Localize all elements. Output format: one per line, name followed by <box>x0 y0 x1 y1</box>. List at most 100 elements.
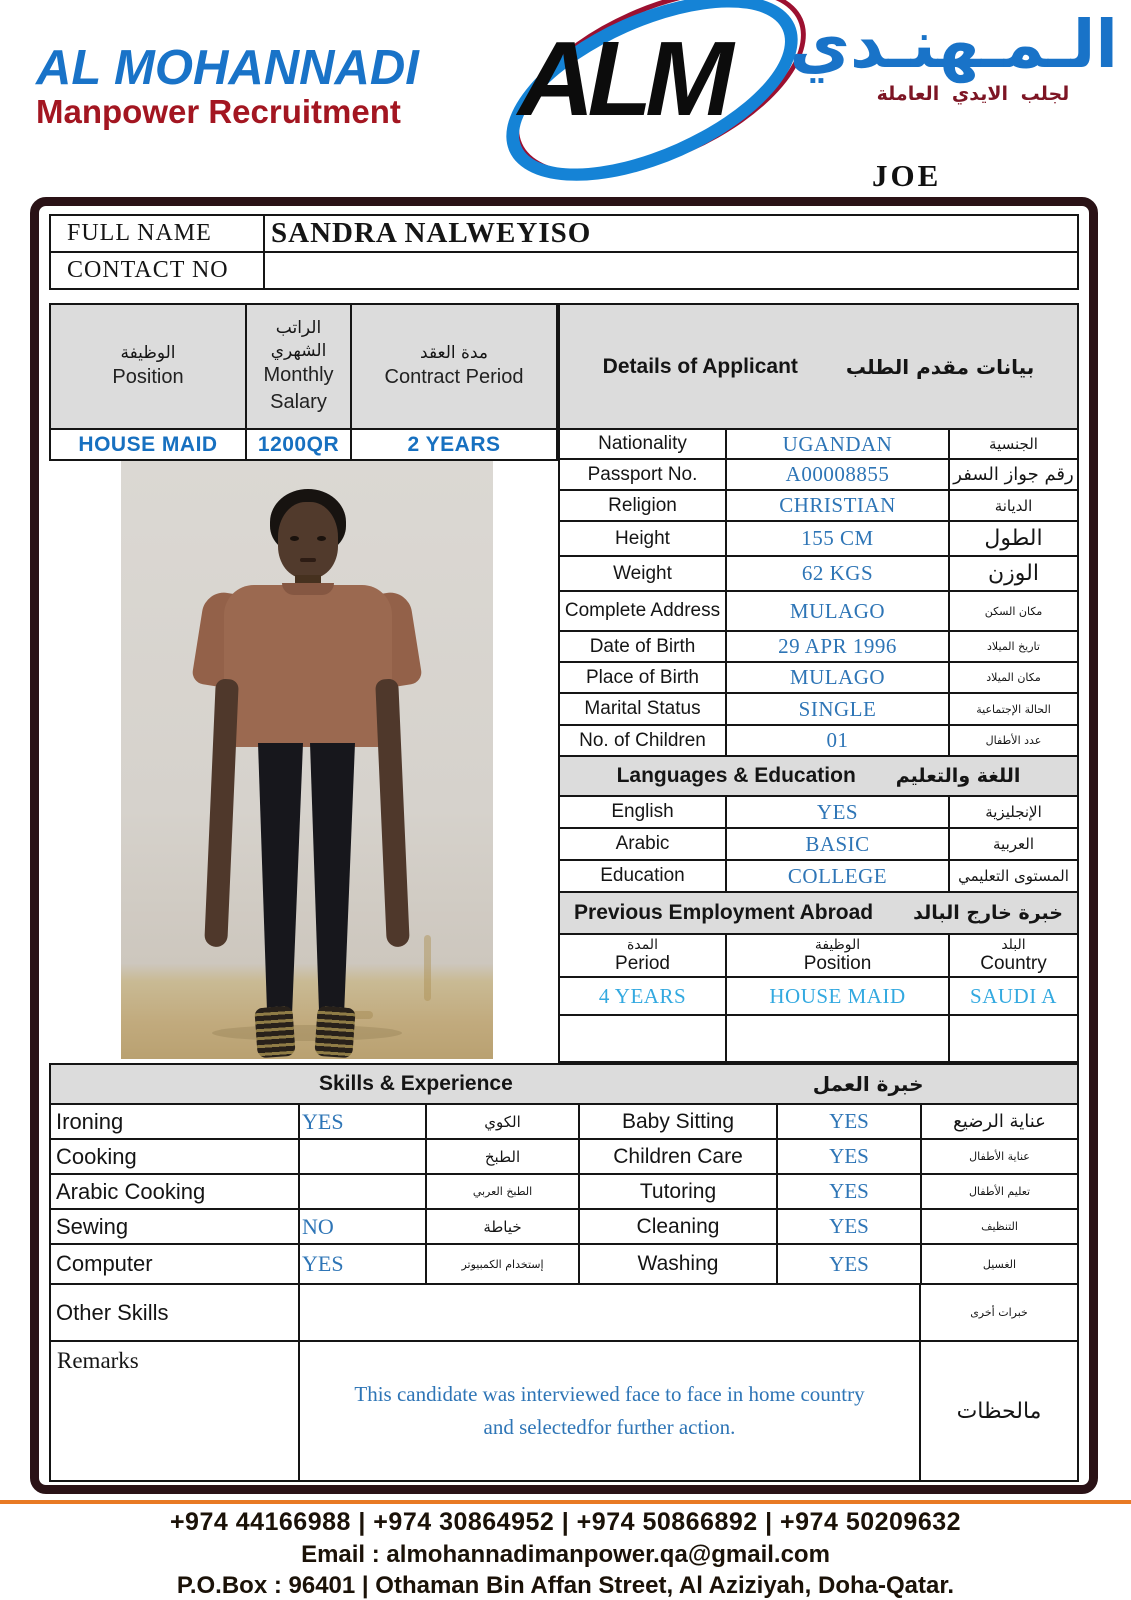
skill-label: Ironing <box>51 1105 300 1138</box>
offer-header: الوظيفة Position الراتب الشهري Monthly S… <box>49 303 558 430</box>
alm-logo: ALM <box>479 0 834 220</box>
education-label-ar: المستوى التعليمي <box>958 867 1069 885</box>
position-col-label-ar: الوظيفة <box>814 936 861 953</box>
detail-value: UGANDAN <box>727 430 950 458</box>
contract-value: 2 YEARS <box>407 432 501 456</box>
employment-col-country: البلد Country <box>950 935 1077 976</box>
remarks-text: This candidate was interviewed face to f… <box>300 1342 921 1480</box>
employment-columns-row: المدة Period الوظيفة Position البلد Coun… <box>560 935 1077 978</box>
position-label-en: Position <box>112 366 184 389</box>
detail-label: No. of Children <box>560 726 727 755</box>
position-value: HOUSE MAID <box>51 430 247 459</box>
skill-label-ar: التنظيف <box>981 1220 1018 1233</box>
skill-label-ar: الطبخ العربي <box>427 1175 580 1208</box>
employment-position-value: HOUSE MAID <box>727 978 950 1014</box>
skill-value: NO <box>300 1210 427 1243</box>
detail-value: CHRISTIAN <box>727 491 950 520</box>
skill-label-ar: إستخدام الكمبيوتر <box>427 1245 580 1283</box>
detail-row-nationality: Nationality UGANDAN الجنسية <box>560 430 1077 460</box>
skill-label: Cleaning <box>580 1210 778 1243</box>
cv-sheet: FULL NAME SANDRA NALWEYISO CONTACT NO ال… <box>30 197 1098 1494</box>
person-mouth <box>300 558 316 562</box>
detail-row-passport: Passport No. A00008855 رقم جواز السفر <box>560 460 1077 491</box>
skill-label: Washing <box>580 1245 778 1283</box>
languages-header: Languages & Education اللغة والتعليم <box>560 757 1077 797</box>
detail-label-ar: الحالة الإجتماعية <box>976 702 1051 716</box>
employment-row-empty <box>560 1016 1077 1061</box>
language-row-english: English YES الإنجليزية <box>560 797 1077 829</box>
remarks-label-ar: مالحظات <box>956 1398 1042 1424</box>
footer: +974 44166988 | +974 30864952 | +974 508… <box>0 1508 1131 1600</box>
salary-header-cell: الراتب الشهري Monthly Salary <box>247 305 352 428</box>
language-label: Arabic <box>560 829 727 859</box>
language-row-arabic: Arabic BASIC العربية <box>560 829 1077 861</box>
language-label-ar: الإنجليزية <box>985 803 1042 821</box>
applicant-details-column: Details of Applicant بيانات مقدم الطلب N… <box>558 303 1079 1063</box>
detail-row-children: No. of Children 01 عدد الأطفال <box>560 726 1077 757</box>
skill-label-ar: عناية الأطفال <box>969 1150 1030 1163</box>
skill-label: Arabic Cooking <box>51 1175 300 1208</box>
skill-value: YES <box>778 1140 922 1173</box>
detail-value: 29 APR 1996 <box>727 632 950 661</box>
other-skills-label-ar: خبرات أخرى <box>970 1306 1028 1319</box>
detail-label-ar: الوزن <box>988 561 1039 586</box>
person-arm <box>375 678 410 948</box>
skill-label: Cooking <box>51 1140 300 1173</box>
skill-value: YES <box>778 1245 922 1283</box>
period-label-en: Period <box>615 952 670 974</box>
skill-label-ar: تعليم الأطفال <box>968 1185 1031 1198</box>
detail-value: 155 CM <box>727 522 950 555</box>
wall-stain <box>424 935 431 1001</box>
skill-row-ironing-babysitting: Ironing YES الكوي Baby Sitting YES عناية… <box>49 1105 1079 1140</box>
detail-value: 62 KGS <box>727 557 950 590</box>
languages-title-en: Languages & Education <box>616 764 856 787</box>
position-label-ar: الوظيفة <box>120 342 176 363</box>
skill-label: Children Care <box>580 1140 778 1173</box>
logo-text: ALM <box>518 20 734 138</box>
language-value: BASIC <box>727 829 950 859</box>
detail-label-ar: الطول <box>984 526 1043 551</box>
skill-value <box>300 1175 427 1208</box>
education-value: COLLEGE <box>727 861 950 891</box>
skills-header: Skills & Experience خبرة العمل <box>49 1063 1079 1105</box>
details-title-ar: بيانات مقدم الطلب <box>845 354 1035 379</box>
person-eye <box>290 536 299 541</box>
detail-value: A00008855 <box>727 460 950 489</box>
detail-value: MULAGO <box>727 663 950 692</box>
position-header-cell: الوظيفة Position <box>51 305 247 428</box>
details-header: Details of Applicant بيانات مقدم الطلب <box>560 305 1077 430</box>
offer-values-row: HOUSE MAID 1200QR 2 YEARS <box>49 430 558 461</box>
skill-row-cooking-childrencare: Cooking الطبخ Children Care YES عناية ال… <box>49 1140 1079 1175</box>
position-col-label-en: Position <box>803 952 872 974</box>
brand-subtitle: Manpower Recruitment <box>36 93 401 130</box>
detail-row-religion: Religion CHRISTIAN الديانة <box>560 491 1077 522</box>
detail-label: Nationality <box>560 430 727 458</box>
skill-label-ar: خياطة <box>427 1210 580 1243</box>
person-sock <box>254 1005 296 1059</box>
person-eye <box>317 536 326 541</box>
detail-row-height: Height 155 CM الطول <box>560 522 1077 557</box>
skill-row-computer-washing: Computer YES إستخدام الكمبيوتر Washing Y… <box>49 1245 1079 1285</box>
detail-label: Passport No. <box>560 460 727 489</box>
contact-value <box>265 253 1077 288</box>
skills-title-en: Skills & Experience <box>319 1072 513 1095</box>
skill-label-ar: الطبخ <box>427 1140 580 1173</box>
employment-col-position: الوظيفة Position <box>727 935 950 976</box>
person-figure <box>190 489 424 1059</box>
employment-title-en: Previous Employment Abroad <box>574 901 874 924</box>
language-label: English <box>560 797 727 827</box>
brand-arabic-subtitle: لجلب الايدي العاملة <box>876 83 1070 106</box>
brand-arabic-block: الـمـهنـدي لجلب الايدي العاملة <box>790 10 1118 106</box>
detail-row-address: Complete Address MULAGO مكان السكن <box>560 592 1077 632</box>
employment-header: Previous Employment Abroad خبرة خارج الب… <box>560 893 1077 935</box>
detail-label: Place of Birth <box>560 663 727 692</box>
full-name-row: FULL NAME SANDRA NALWEYISO <box>51 216 1077 253</box>
detail-value: MULAGO <box>727 592 950 630</box>
skill-row-sewing-cleaning: Sewing NO خياطة Cleaning YES التنظيف <box>49 1210 1079 1245</box>
footer-email: Email : almohannadimanpower.qa@gmail.com <box>301 1541 830 1568</box>
detail-label-ar: الجنسية <box>989 435 1038 453</box>
employment-row: 4 YEARS HOUSE MAID SAUDI A <box>560 978 1077 1016</box>
contact-label: CONTACT NO <box>51 253 265 288</box>
language-value: YES <box>727 797 950 827</box>
